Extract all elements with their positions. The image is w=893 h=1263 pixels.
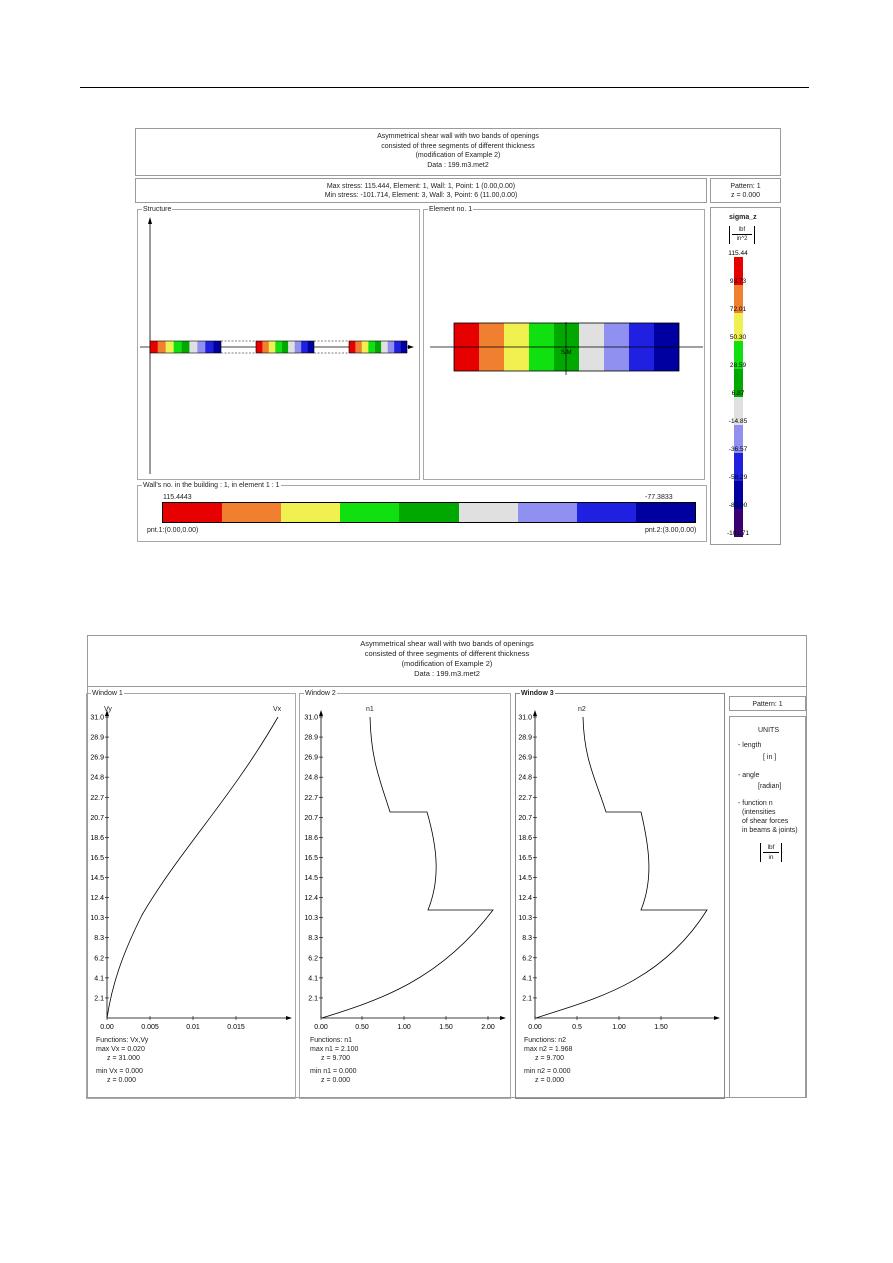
wall-bar-cell [163, 503, 223, 522]
chart-2-max: max n1 = 2.100 [310, 1046, 359, 1053]
top-title-line-2: consisted of three segments of different… [381, 142, 535, 150]
units-title: UNITS [758, 727, 779, 734]
bottom-title-line-4: Data : 199.m3.met2 [414, 669, 480, 678]
top-title-line-4: Data : 199.m3.met2 [427, 161, 489, 169]
chart-3-min: min n2 = 0.000 [524, 1068, 571, 1075]
pattern-box: Pattern: 1 z = 0.000 [710, 178, 781, 203]
chart-3-functions: Functions: n2 max n2 = 1.968 z = 9.700 m… [524, 1036, 572, 1085]
units-length-label: - length [738, 742, 762, 749]
wall-right-value: -77.3833 [645, 494, 673, 501]
units-func-2: (intensities [742, 809, 776, 816]
wall-bar-cell [340, 503, 400, 522]
chart-2-max-z: z = 9.700 [321, 1055, 350, 1062]
chart-2-functions-text: Functions: n1 [310, 1037, 353, 1044]
chart-3-max-z: z = 9.700 [535, 1055, 564, 1062]
bottom-outer-frame [87, 687, 807, 1098]
wall-bar-cell [458, 503, 518, 522]
wall-bar-cell [517, 503, 577, 522]
bottom-pattern-text: Pattern: 1 [752, 701, 783, 708]
chart-1-functions-text: Functions: Vx,Vy [96, 1037, 149, 1044]
pattern-text: Pattern: 1 [730, 183, 761, 190]
chart-1-max: max Vx = 0.020 [96, 1046, 145, 1053]
stress-info-box: Max stress: 115.444, Element: 1, Wall: 1… [135, 178, 707, 203]
units-func-den: in [768, 854, 774, 861]
page-rule [80, 87, 809, 88]
structure-label: Structure [142, 205, 173, 214]
wall-stress-bar [162, 502, 696, 523]
chart-2-functions: Functions: n1 max n1 = 2.100 z = 9.700 m… [310, 1036, 358, 1085]
legend-unit-num: lbf [732, 226, 752, 235]
units-func-unit: lbf in [760, 843, 782, 862]
window-2: Window 2 [299, 689, 511, 1099]
chart-3-min-z: z = 0.000 [535, 1077, 564, 1084]
max-stress-text: Max stress: 115.444, Element: 1, Wall: 1… [326, 183, 516, 190]
bottom-title-box: Asymmetrical shear wall with two bands o… [87, 635, 807, 687]
chart-3-max: max n2 = 1.968 [524, 1046, 573, 1053]
chart-1-min: min Vx = 0.000 [96, 1068, 143, 1075]
chart-1-max-z: z = 31.000 [107, 1055, 140, 1062]
chart-1-vy-label: Vy [104, 706, 112, 713]
window-1: Window 1 [86, 689, 296, 1099]
wall-bar-cell [222, 503, 282, 522]
wall-pnt-left: pnt.1:(0.00,0.00) [147, 527, 199, 534]
units-length-value: [ in ] [763, 754, 777, 761]
wall-left-value: 115.4443 [163, 494, 192, 501]
bottom-pattern-box: Pattern: 1 [729, 696, 806, 711]
wall-panel: Wall's no. in the building : 1, in eleme… [137, 481, 707, 542]
chart-1-vx-label: Vx [273, 706, 282, 713]
wall-bar-cell [635, 503, 695, 522]
wall-label: Wall's no. in the building : 1, in eleme… [142, 481, 281, 490]
units-angle-value: [radian] [758, 783, 782, 790]
chart-3-n2-label: n2 [578, 706, 586, 713]
chart-2-min: min n1 = 0.000 [310, 1068, 357, 1075]
structure-panel: Structure [137, 205, 420, 480]
legend-box: sigma_z lbf in^2 [710, 207, 781, 545]
window-2-label: Window 2 [304, 689, 337, 698]
chart-1-functions: Functions: Vx,Vy max Vx = 0.020 z = 31.0… [96, 1036, 148, 1085]
top-title-box: Asymmetrical shear wall with two bands o… [135, 128, 781, 176]
chart-1-min-z: z = 0.000 [107, 1077, 136, 1084]
top-title-line-1: Asymmetrical shear wall with two bands o… [377, 133, 539, 140]
bottom-title-line-2: consisted of three segments of different… [364, 649, 530, 658]
legend-title: sigma_z [729, 214, 757, 221]
bottom-title-line-1: Asymmetrical shear wall with two bands o… [360, 639, 534, 648]
units-box: UNITS - length [ in ] - angle [radian] -… [729, 716, 806, 1098]
legend-unit-den: in^2 [736, 236, 748, 242]
wall-bar-cell [399, 503, 459, 522]
element-panel: Element no. 1 [423, 205, 705, 480]
z-text: z = 0.000 [731, 192, 760, 199]
chart-2-n1-label: n1 [366, 706, 374, 713]
top-title-line-3: (modification of Example 2) [415, 152, 501, 159]
min-stress-text: Min stress: -101.714, Element: 3, Wall: … [324, 192, 518, 199]
element-label: Element no. 1 [428, 205, 474, 214]
bottom-title-line-3: (modification of Example 2) [401, 659, 493, 668]
wall-bar-cell [576, 503, 636, 522]
window-3-label: Window 3 [520, 689, 555, 698]
legend-unit: lbf in^2 [729, 226, 755, 244]
wall-bar-cell [281, 503, 341, 522]
units-func-1: - function n [738, 800, 773, 807]
chart-3-functions-text: Functions: n2 [524, 1037, 567, 1044]
units-func-num: lbf [763, 843, 779, 853]
units-angle-label: - angle [738, 772, 760, 779]
wall-pnt-right: pnt.2:(3.00,0.00) [645, 527, 697, 534]
units-func-3: of shear forces [742, 818, 789, 825]
chart-2-min-z: z = 0.000 [321, 1077, 350, 1084]
units-func-4: in beams & joints) [742, 827, 798, 834]
window-1-label: Window 1 [91, 689, 124, 698]
window-3: Window 3 [515, 689, 725, 1099]
